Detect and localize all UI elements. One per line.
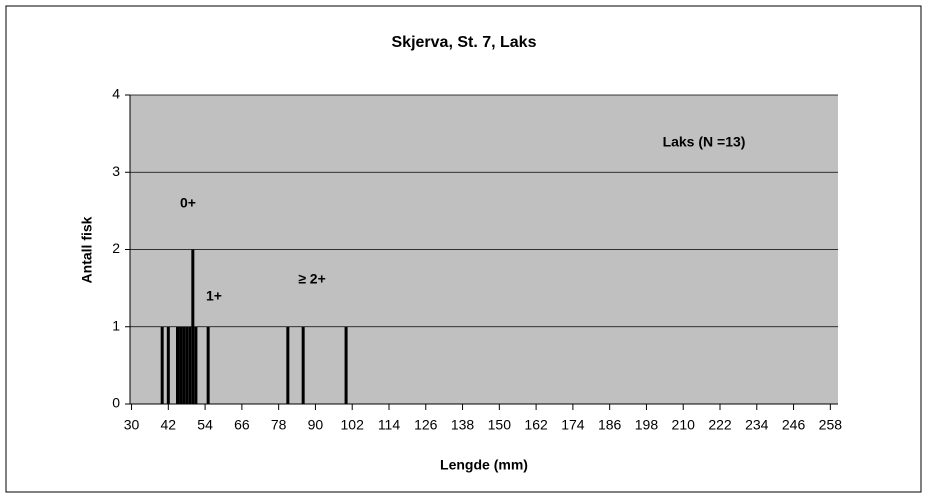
x-tick-label: 114	[378, 417, 401, 433]
x-tick-label: 90	[308, 417, 324, 433]
annotation: 1+	[206, 288, 222, 304]
x-tick-label: 162	[524, 417, 548, 433]
bar	[191, 249, 195, 404]
x-tick-label: 78	[271, 417, 287, 433]
x-tick-label: 222	[708, 417, 732, 433]
x-tick-label: 186	[598, 417, 622, 433]
annotation: 0+	[180, 195, 196, 211]
bar	[344, 326, 348, 404]
bar	[179, 326, 183, 404]
x-tick-label: 66	[234, 417, 250, 433]
y-tick-label: 3	[112, 163, 120, 179]
bar	[286, 326, 290, 404]
x-tick-label: 42	[161, 417, 177, 433]
x-tick-label: 198	[635, 417, 659, 433]
x-tick-label: 138	[451, 417, 475, 433]
x-tick-label: 246	[782, 417, 806, 433]
y-tick-label: 4	[112, 86, 120, 102]
bar	[185, 326, 189, 404]
x-tick-label: 150	[488, 417, 512, 433]
y-tick-label: 1	[112, 317, 120, 333]
x-tick-label: 30	[124, 417, 140, 433]
bar	[301, 326, 305, 404]
bar	[188, 326, 192, 404]
annotation: Laks (N =13)	[663, 134, 746, 150]
annotation: ≥ 2+	[298, 271, 326, 287]
x-tick-label: 126	[414, 417, 438, 433]
bar	[182, 326, 186, 404]
x-tick-label: 102	[341, 417, 365, 433]
x-axis-label: Lengde (mm)	[440, 457, 528, 473]
x-tick-label: 174	[561, 417, 585, 433]
y-tick-label: 2	[112, 240, 120, 256]
x-tick-label: 234	[745, 417, 769, 433]
chart-title: Skjerva, St. 7, Laks	[392, 34, 537, 51]
bar	[166, 326, 170, 404]
x-tick-label: 54	[197, 417, 213, 433]
bar	[160, 326, 164, 404]
y-axis-label: Antall fisk	[79, 216, 95, 283]
y-tick-label: 0	[112, 395, 120, 411]
x-tick-label: 210	[672, 417, 696, 433]
bar	[176, 326, 180, 404]
x-tick-label: 258	[819, 417, 843, 433]
bar	[194, 326, 198, 404]
bar	[206, 326, 210, 404]
